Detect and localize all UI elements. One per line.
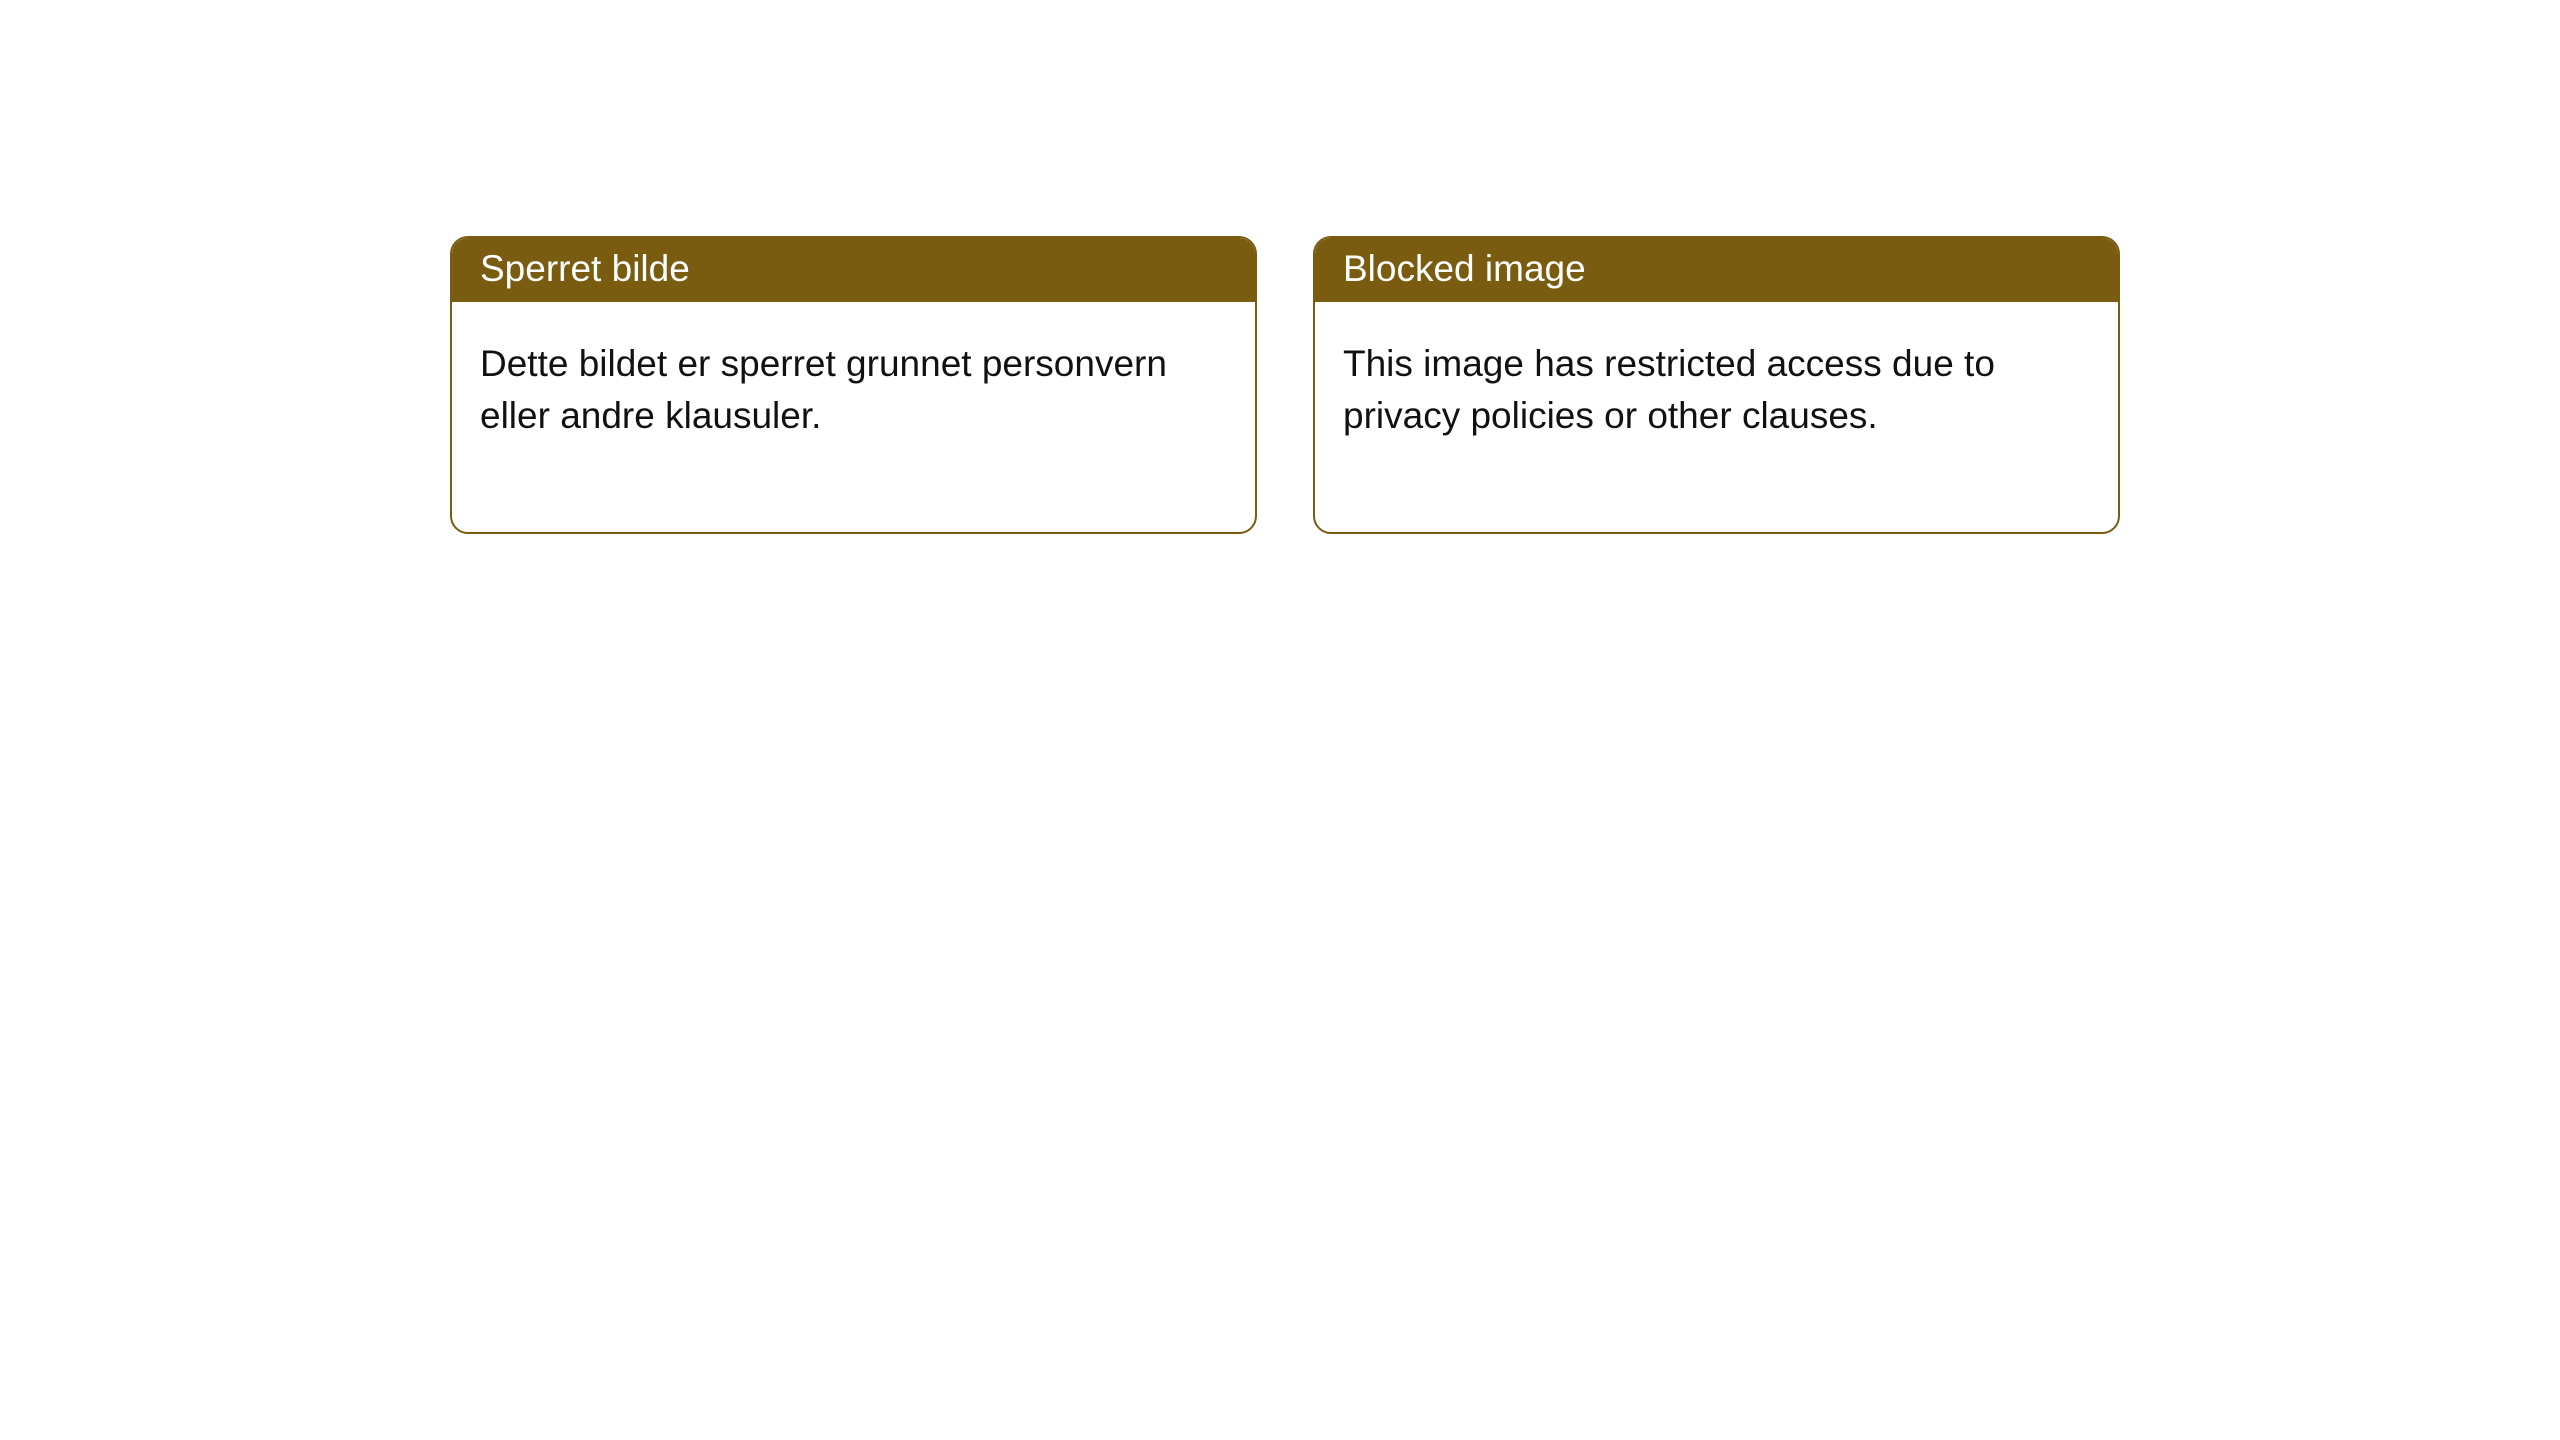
notice-card-en: Blocked image This image has restricted … [1313, 236, 2120, 534]
notice-title-en: Blocked image [1315, 238, 2118, 302]
notice-body-en: This image has restricted access due to … [1315, 302, 2118, 532]
notice-title-no: Sperret bilde [452, 238, 1255, 302]
notice-body-no: Dette bildet er sperret grunnet personve… [452, 302, 1255, 532]
notice-container: Sperret bilde Dette bildet er sperret gr… [0, 0, 2560, 534]
notice-card-no: Sperret bilde Dette bildet er sperret gr… [450, 236, 1257, 534]
